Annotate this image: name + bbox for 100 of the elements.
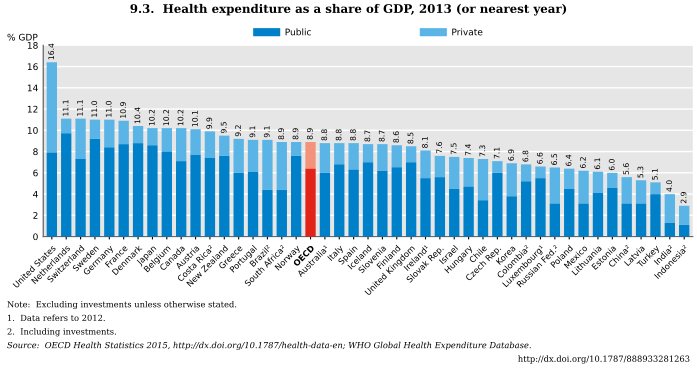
bar: [75, 118, 86, 160]
bar: [550, 204, 560, 237]
bar: [176, 161, 186, 237]
bar: [233, 172, 244, 237]
bar: [679, 224, 690, 237]
bar: [248, 172, 258, 237]
bar: [420, 150, 431, 178]
bar: [262, 140, 273, 190]
bar: [262, 190, 273, 237]
bar: [463, 186, 474, 237]
bar: [406, 162, 416, 237]
bar: [506, 163, 517, 196]
bar: [434, 156, 446, 178]
bar: [290, 142, 302, 156]
bar: [664, 194, 675, 223]
bar: [592, 172, 604, 194]
bar: [61, 134, 72, 237]
bar: [607, 188, 618, 237]
y-tick-label: 16: [28, 63, 38, 70]
y-axis-title: % GDP: [7, 34, 38, 41]
bar: [535, 166, 546, 178]
bar: [176, 128, 186, 162]
bar: [550, 168, 560, 204]
bar: [204, 131, 216, 158]
bar: [392, 168, 402, 237]
bar: [90, 138, 100, 237]
text: 1. Data refers to 2012.: [8, 314, 105, 322]
bar: [305, 142, 316, 169]
bar: [520, 181, 532, 237]
bar: [348, 170, 359, 237]
bar: [305, 168, 316, 237]
bar: [478, 200, 488, 237]
bar: [362, 144, 374, 162]
bar: [334, 164, 344, 237]
bar: [75, 159, 86, 237]
bar: [104, 147, 114, 237]
bar: [219, 156, 230, 237]
bar: [392, 145, 402, 168]
bar: [492, 161, 503, 173]
bar: [290, 156, 302, 237]
bar: [147, 145, 158, 237]
bar: [535, 178, 546, 237]
bar: [377, 144, 388, 171]
bar: [578, 204, 589, 237]
bar: [636, 180, 646, 204]
bar: [622, 204, 632, 237]
bar: [147, 128, 158, 146]
bar: [46, 152, 58, 237]
bar: [233, 138, 244, 173]
bar: [377, 170, 388, 237]
y-tick-label: 0: [33, 233, 38, 240]
bar: [348, 143, 359, 170]
bar: [162, 128, 172, 152]
bar: [204, 158, 216, 237]
y-tick-label: 12: [28, 106, 38, 112]
legend-label: Public: [286, 28, 311, 36]
bar: [334, 143, 344, 164]
text: http://dx.doi.org/10.1787/888933281263: [518, 355, 690, 364]
bar: [506, 196, 517, 237]
bar: [406, 146, 416, 162]
text: Note: Excluding investments unless otherwise stated.: [7, 300, 236, 310]
bar: [90, 120, 100, 139]
bar: [607, 172, 618, 188]
y-tick-label: 18: [28, 42, 38, 49]
bar: [434, 177, 446, 237]
bar: [104, 120, 114, 148]
bar: [650, 182, 661, 194]
y-tick-label: 6: [33, 170, 38, 176]
bar: [362, 162, 374, 237]
bar: [679, 206, 690, 225]
bar: [219, 136, 230, 156]
bar: [320, 143, 330, 173]
bar: [449, 156, 460, 189]
bar: [636, 204, 646, 237]
y-tick-label: 2: [33, 212, 38, 219]
bar: [248, 140, 258, 172]
chart-title: 9.3. Health expenditure as a share of GDP, 2013 (or nearest year): [130, 4, 566, 16]
bar: [132, 143, 144, 237]
bar: [46, 62, 58, 153]
bar: [492, 172, 503, 237]
y-tick-label: 8: [33, 148, 38, 156]
y-tick-label: 14: [28, 84, 38, 92]
bar: [61, 118, 72, 134]
bar: [622, 177, 632, 204]
bar: [564, 168, 574, 189]
source-note: Source: OECD Health Statistics 2015, http://dx.doi.org/10.1787/health-data-en; WHO Global Health Expenditure Database.: [7, 342, 531, 350]
bar: [132, 126, 144, 144]
bar: [564, 188, 574, 237]
bar: [463, 158, 474, 187]
y-tick-label: 10: [28, 127, 38, 134]
bar: [190, 154, 201, 237]
bar: [478, 159, 488, 200]
y-tick-label: 4: [33, 190, 38, 198]
bar: [190, 129, 201, 155]
bar: [449, 188, 460, 237]
text: 2. Including investments.: [8, 328, 116, 336]
bar: [664, 222, 675, 237]
bar: [118, 120, 129, 144]
bar: [276, 190, 287, 237]
bar: [162, 152, 172, 237]
